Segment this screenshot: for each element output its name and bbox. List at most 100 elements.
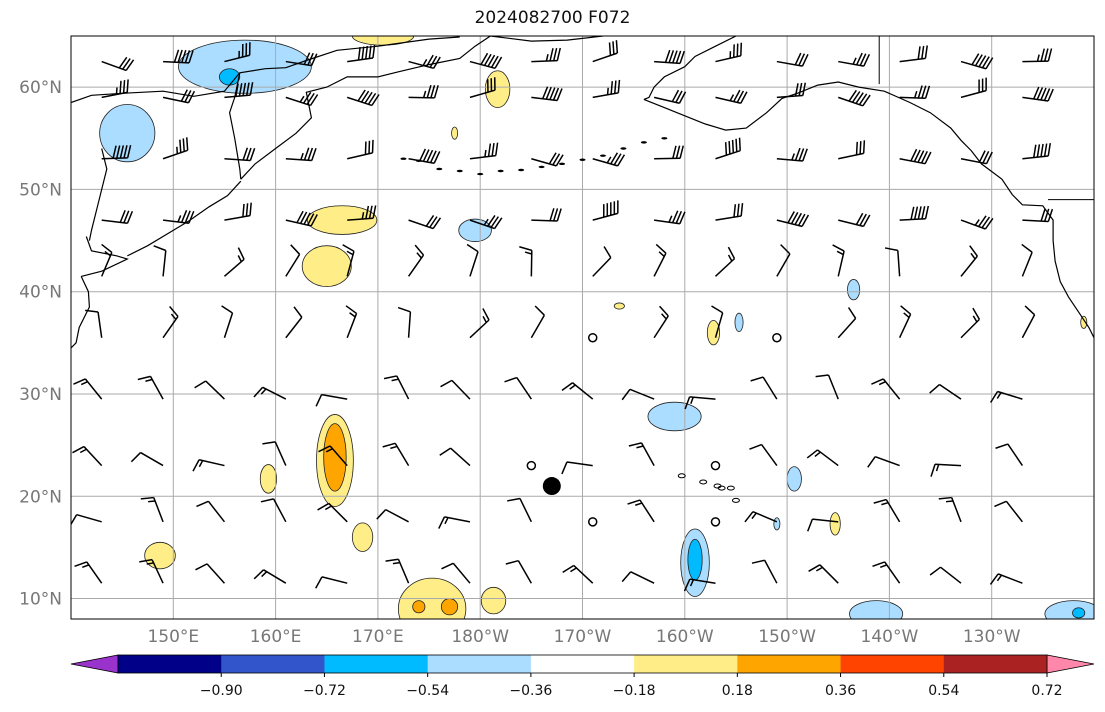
barb-feather [177, 49, 183, 63]
barb-staff [531, 158, 557, 167]
wind-barb [960, 53, 994, 70]
barb-feather [196, 500, 209, 508]
barb-feather [672, 145, 677, 159]
coastline [643, 66, 686, 100]
barb-feather [246, 147, 252, 161]
barb-feather [924, 205, 930, 219]
contour-region [323, 423, 347, 492]
barb-feather [917, 206, 922, 220]
barb-feather [371, 94, 380, 106]
barb-feather [836, 250, 844, 256]
wind-barb [162, 89, 196, 104]
wind-barb [929, 566, 962, 584]
barb-feather [482, 315, 487, 323]
contour-region [849, 600, 904, 619]
barb-feather [985, 57, 994, 70]
wind-barb [194, 380, 225, 400]
wind-barb [346, 89, 380, 107]
barb-staff [715, 215, 742, 221]
barb-feather [182, 138, 185, 152]
barb-feather [859, 213, 867, 226]
barb-feather [177, 215, 182, 223]
barb-staff [76, 513, 102, 523]
barb-feather [689, 579, 695, 587]
wind-barb [1022, 208, 1054, 223]
contour-region [480, 586, 507, 615]
wind-barb [507, 497, 533, 523]
barb-feather [802, 82, 807, 96]
wind-barb [285, 91, 319, 107]
marker-layer [542, 477, 561, 496]
barb-feather [749, 443, 762, 450]
barb-staff [469, 219, 495, 230]
wind-barb [714, 246, 736, 277]
barb-feather [969, 245, 978, 257]
barb-staff [407, 311, 412, 338]
barb-feather [491, 143, 495, 157]
wind-barb [408, 84, 439, 99]
wind-barb [832, 244, 845, 277]
barb-feather [490, 216, 500, 228]
barb-feather [675, 210, 683, 224]
barb-feather [180, 210, 188, 223]
barb-feather [426, 149, 434, 163]
barb-feather [80, 381, 88, 386]
barb-feather [930, 463, 936, 477]
barb-feather [317, 502, 330, 511]
barb-feather [617, 79, 621, 93]
barb-feather [368, 45, 372, 59]
wind-barb [806, 449, 839, 467]
barb-feather [552, 87, 560, 101]
barb-feather [729, 94, 735, 102]
barb-staff [263, 569, 287, 584]
barb-feather [1047, 143, 1052, 157]
barb-feather [187, 90, 196, 104]
barb-feather [690, 396, 694, 404]
wind-barb [561, 382, 594, 400]
wind-barb [960, 245, 978, 277]
barb-staff [898, 313, 912, 339]
barb-feather [798, 82, 803, 96]
barb-feather [118, 56, 128, 69]
barb-feather [613, 153, 622, 166]
barb-staff [572, 382, 594, 400]
barb-feather [119, 80, 122, 94]
barb-feather [794, 212, 802, 225]
contour-region [259, 464, 278, 494]
wind-barb [872, 561, 901, 584]
wind-barb [776, 52, 809, 67]
barb-feather [659, 305, 669, 317]
barb-staff [262, 386, 287, 400]
barb-feather [122, 80, 126, 94]
wind-barb [71, 513, 102, 526]
barb-feather [797, 213, 806, 226]
barb-feather [917, 46, 921, 60]
barb-staff [653, 96, 680, 104]
barb-feather [668, 50, 675, 63]
barb-feather [140, 496, 154, 500]
calm-barb [587, 332, 598, 343]
barb-feather [570, 567, 577, 573]
barb-feather [910, 148, 918, 162]
wind-barb [776, 147, 808, 162]
barb-feather [153, 245, 167, 252]
barb-feather [736, 203, 740, 217]
barb-feather [221, 305, 233, 314]
barb-feather [126, 144, 132, 158]
barb-staff [531, 59, 558, 63]
contour-region [829, 512, 841, 536]
barb-feather [989, 573, 999, 585]
lon-tick-label: 170°E [352, 627, 404, 647]
barb-feather [169, 305, 179, 317]
wind-barb [85, 309, 103, 338]
barb-feather [73, 378, 86, 385]
barb-staff [531, 219, 558, 222]
barb-feather [990, 391, 999, 403]
barb-feather [655, 243, 667, 254]
barb-staff [689, 578, 716, 584]
barb-feather [79, 448, 87, 454]
barb-feather [444, 517, 449, 525]
island [538, 165, 545, 169]
barb-feather [921, 45, 925, 59]
barb-feather [974, 54, 983, 67]
